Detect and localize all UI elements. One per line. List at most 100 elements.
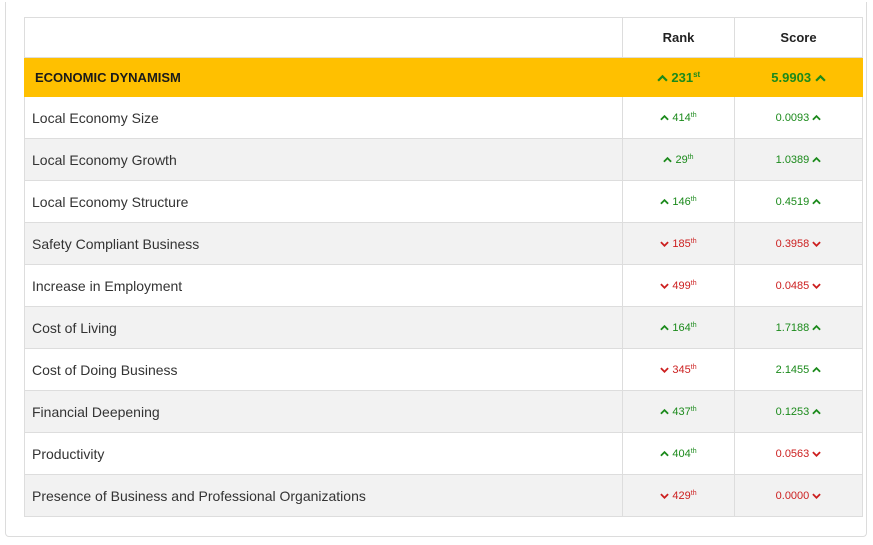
- column-header-score[interactable]: Score: [734, 17, 863, 58]
- indicator-score: 0.3958: [734, 222, 863, 265]
- score-value: 1.0389: [775, 153, 810, 166]
- indicator-rank: 345th: [622, 348, 735, 391]
- category-row[interactable]: ECONOMIC DYNAMISM 231st 5.9903: [24, 57, 863, 97]
- column-header-indicator: [24, 17, 623, 58]
- chevron-up-icon: [812, 324, 822, 331]
- rank-number: 414: [672, 111, 691, 124]
- table-row[interactable]: Local Economy Size 414th 0.0093: [24, 96, 863, 139]
- table-row[interactable]: Cost of Living 164th 1.7188: [24, 306, 863, 349]
- category-score: 5.9903: [734, 57, 863, 97]
- chevron-down-icon: [660, 493, 670, 500]
- score-value: 0.0563: [775, 447, 810, 460]
- table-row[interactable]: Local Economy Structure 146th 0.4519: [24, 180, 863, 223]
- chevron-up-icon: [660, 450, 670, 457]
- indicator-score: 0.1253: [734, 390, 863, 433]
- chevron-up-icon: [812, 198, 822, 205]
- indicator-name: Safety Compliant Business: [24, 222, 623, 265]
- chevron-down-icon: [660, 367, 670, 374]
- rank-suffix: th: [690, 111, 697, 119]
- indicator-rank: 404th: [622, 432, 735, 475]
- score-value: 0.4519: [775, 195, 810, 208]
- table-row[interactable]: Financial Deepening 437th 0.1253: [24, 390, 863, 433]
- category-name: ECONOMIC DYNAMISM: [24, 57, 623, 97]
- rank-number: 185: [672, 237, 691, 250]
- indicator-rank: 429th: [622, 474, 735, 517]
- table-row[interactable]: Local Economy Growth 29th 1.0389: [24, 138, 863, 181]
- chevron-up-icon: [663, 156, 673, 163]
- indicator-rank: 146th: [622, 180, 735, 223]
- rank-suffix: th: [690, 237, 697, 245]
- rank-number: 29: [675, 153, 688, 166]
- chevron-up-icon: [657, 74, 668, 82]
- chevron-up-icon: [812, 156, 822, 163]
- indicator-score: 2.1455: [734, 348, 863, 391]
- indicator-rank: 164th: [622, 306, 735, 349]
- indicator-name: Cost of Doing Business: [24, 348, 623, 391]
- rank-number: 164: [672, 321, 691, 334]
- indicator-name: Local Economy Growth: [24, 138, 623, 181]
- indicator-name: Increase in Employment: [24, 264, 623, 307]
- chevron-down-icon: [660, 241, 670, 248]
- indicator-rank: 499th: [622, 264, 735, 307]
- indicator-name: Cost of Living: [24, 306, 623, 349]
- score-value: 2.1455: [775, 363, 810, 376]
- table-row[interactable]: Safety Compliant Business 185th 0.3958: [24, 222, 863, 265]
- rank-number: 499: [672, 279, 691, 292]
- indicator-name: Productivity: [24, 432, 623, 475]
- indicator-rank: 437th: [622, 390, 735, 433]
- score-value: 0.0485: [775, 279, 810, 292]
- table-row[interactable]: Cost of Doing Business 345th 2.1455: [24, 348, 863, 391]
- indicator-score: 0.0093: [734, 96, 863, 139]
- indicator-score: 1.0389: [734, 138, 863, 181]
- indicator-name: Local Economy Structure: [24, 180, 623, 223]
- rankings-panel: Rank Score ECONOMIC DYNAMISM 231st 5.990…: [5, 2, 867, 537]
- column-header-rank[interactable]: Rank: [622, 17, 735, 58]
- indicator-score: 1.7188: [734, 306, 863, 349]
- rankings-table: Rank Score ECONOMIC DYNAMISM 231st 5.990…: [24, 17, 863, 517]
- indicator-rank: 414th: [622, 96, 735, 139]
- score-value: 0.0093: [775, 111, 810, 124]
- category-rank-suffix: st: [693, 69, 701, 79]
- indicator-score: 0.4519: [734, 180, 863, 223]
- rank-number: 429: [672, 489, 691, 502]
- table-row[interactable]: Presence of Business and Professional Or…: [24, 474, 863, 517]
- table-row[interactable]: Increase in Employment 499th 0.0485: [24, 264, 863, 307]
- chevron-down-icon: [812, 493, 822, 500]
- rank-suffix: th: [687, 153, 694, 161]
- indicator-rank: 29th: [622, 138, 735, 181]
- indicator-rank: 185th: [622, 222, 735, 265]
- indicator-score: 0.0485: [734, 264, 863, 307]
- score-value: 0.1253: [775, 405, 810, 418]
- chevron-down-icon: [812, 451, 822, 458]
- indicator-score: 0.0563: [734, 432, 863, 475]
- chevron-down-icon: [660, 283, 670, 290]
- rank-number: 437: [672, 405, 691, 418]
- score-value: 0.3958: [775, 237, 810, 250]
- table-header-row: Rank Score: [24, 17, 863, 58]
- rank-number: 146: [672, 195, 691, 208]
- chevron-up-icon: [812, 114, 822, 121]
- rank-suffix: th: [690, 405, 697, 413]
- rank-suffix: th: [690, 489, 697, 497]
- rank-number: 404: [672, 447, 691, 460]
- table-row[interactable]: Productivity 404th 0.0563: [24, 432, 863, 475]
- rank-suffix: th: [690, 321, 697, 329]
- chevron-up-icon: [660, 408, 670, 415]
- chevron-up-icon: [660, 324, 670, 331]
- indicator-name: Local Economy Size: [24, 96, 623, 139]
- chevron-down-icon: [812, 241, 822, 248]
- category-score-value: 5.9903: [771, 69, 812, 85]
- rank-number: 345: [672, 363, 691, 376]
- category-rank: 231st: [622, 57, 735, 97]
- chevron-up-icon: [660, 114, 670, 121]
- rank-suffix: th: [690, 195, 697, 203]
- score-value: 0.0000: [775, 489, 810, 502]
- chevron-up-icon: [812, 408, 822, 415]
- rank-suffix: th: [690, 363, 697, 371]
- indicator-score: 0.0000: [734, 474, 863, 517]
- indicator-name: Financial Deepening: [24, 390, 623, 433]
- score-value: 1.7188: [775, 321, 810, 334]
- rank-suffix: th: [690, 447, 697, 455]
- chevron-up-icon: [660, 198, 670, 205]
- rank-suffix: th: [690, 279, 697, 287]
